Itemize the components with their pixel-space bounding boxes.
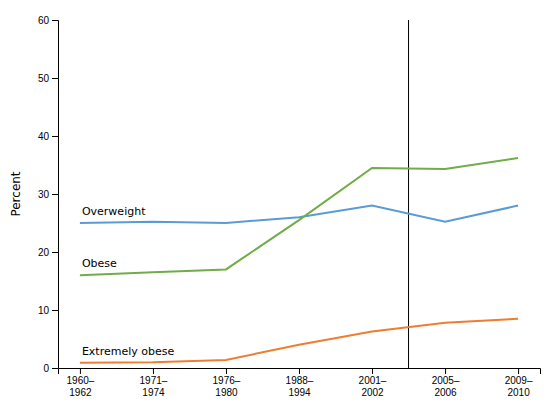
y-tick-label: 60 (38, 15, 50, 26)
y-tick: 40 (38, 131, 58, 142)
x-tick-mark (80, 368, 81, 374)
y-tick-mark (52, 136, 58, 137)
marks (80, 20, 518, 368)
series-label: Extremely obese (82, 345, 175, 358)
x-tick-mark (299, 368, 300, 374)
chart: 0 10 20 30 40 50 60 1960–1962 1971–1974 1976–1980… (0, 0, 560, 420)
x-tick: 1971–1974 (140, 368, 168, 398)
y-axis-title: Percent (9, 171, 23, 216)
x-tick-mark (226, 368, 227, 374)
series-line (80, 158, 518, 275)
x-tick: 2009–2010 (505, 368, 533, 398)
y-tick-mark (52, 310, 58, 311)
separator-line (408, 20, 409, 368)
x-tick-mark (445, 368, 446, 374)
y-tick: 30 (38, 189, 58, 200)
x-axis: 1960–1962 1971–1974 1976–1980 1988–1994 2001… (59, 368, 541, 398)
x-tick-label: 2001–2002 (359, 375, 387, 398)
y-tick: 50 (38, 73, 58, 84)
plot: 0 10 20 30 40 50 60 1960–1962 1971–1974 1976–1980… (38, 15, 541, 398)
x-tick: 1960–1962 (67, 368, 95, 398)
x-tick-mark (518, 368, 519, 374)
y-tick: 20 (38, 247, 58, 258)
x-tick-label: 1971–1974 (140, 375, 168, 398)
x-tick-label: 1960–1962 (67, 375, 95, 398)
x-tick-label: 1976–1980 (213, 375, 241, 398)
x-tick-mark (153, 368, 154, 374)
x-tick-label: 2009–2010 (505, 375, 533, 398)
series-labels: Overweight Obese Extremely obese (82, 205, 175, 358)
y-tick-label: 20 (38, 247, 50, 258)
series-label: Overweight (82, 205, 146, 218)
x-tick-label: 1988–1994 (286, 375, 314, 398)
y-tick-label: 0 (43, 363, 49, 374)
y-tick-label: 30 (38, 189, 50, 200)
y-tick: 0 (43, 363, 58, 374)
y-tick-label: 40 (38, 131, 50, 142)
y-tick: 10 (38, 305, 58, 316)
x-tick: 1976–1980 (213, 368, 241, 398)
x-tick-mark (372, 368, 373, 374)
x-tick: 1988–1994 (286, 368, 314, 398)
y-tick-label: 10 (38, 305, 50, 316)
y-axis: 0 10 20 30 40 50 60 (38, 15, 59, 374)
y-tick: 60 (38, 15, 58, 26)
y-axis-line (52, 21, 59, 369)
y-tick-mark (52, 78, 58, 79)
y-tick-mark (52, 20, 58, 21)
y-tick-mark (52, 194, 58, 195)
x-tick-label: 2005–2006 (432, 375, 460, 398)
x-tick: 2001–2002 (359, 368, 387, 398)
y-tick-mark (52, 368, 58, 369)
x-axis-line (59, 369, 541, 375)
series-line (80, 319, 518, 363)
y-tick-mark (52, 252, 58, 253)
series-label: Obese (82, 257, 117, 270)
x-tick: 2005–2006 (432, 368, 460, 398)
y-tick-label: 50 (38, 73, 50, 84)
